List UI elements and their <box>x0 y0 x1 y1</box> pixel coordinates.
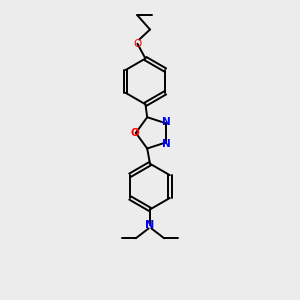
Text: O: O <box>133 39 142 49</box>
Text: N: N <box>146 220 154 230</box>
Text: N: N <box>162 139 171 149</box>
Text: O: O <box>130 128 139 138</box>
Text: N: N <box>162 117 171 127</box>
